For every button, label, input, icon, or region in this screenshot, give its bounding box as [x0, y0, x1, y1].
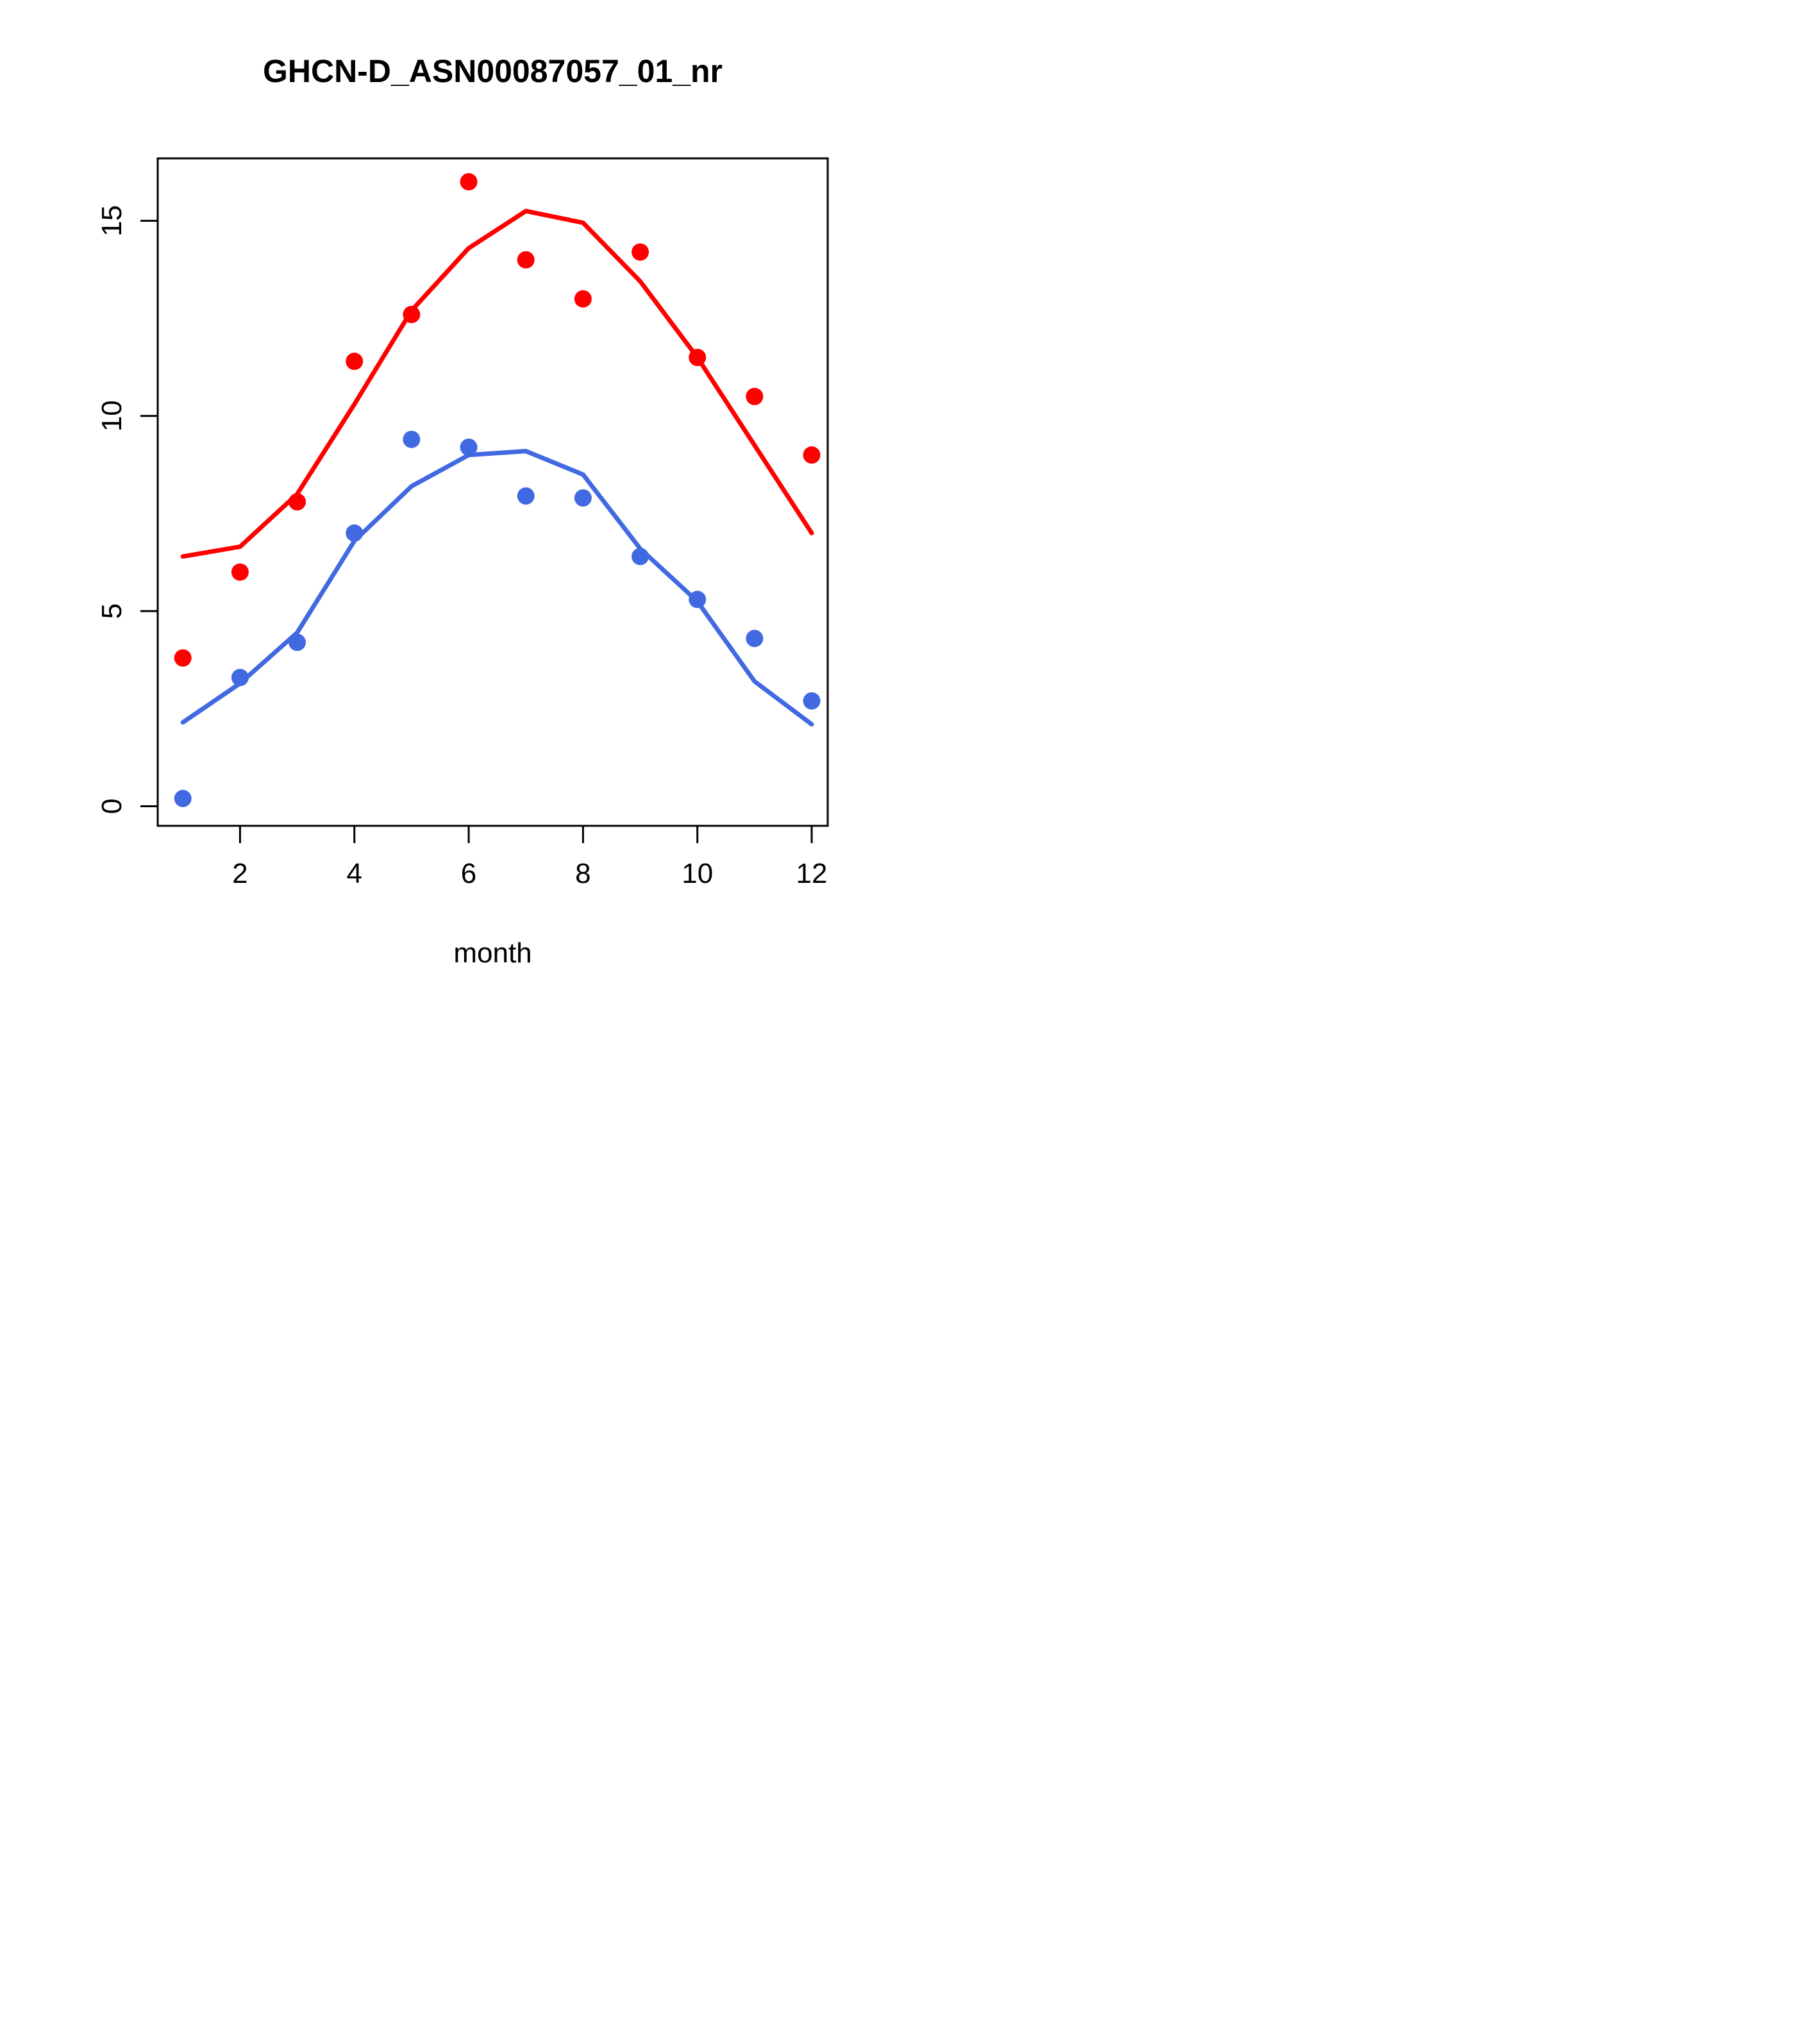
y-tick-label: 0 — [96, 798, 128, 814]
blue-monthly-point — [289, 633, 306, 651]
red-monthly-point — [174, 649, 192, 667]
red-monthly-point — [231, 563, 249, 581]
plot-canvas: 2 4 6 8 10 12 0 5 10 15 — [96, 157, 829, 889]
blue-monthly-point — [803, 692, 821, 710]
blue-monthly-point — [517, 487, 535, 505]
red-monthly-point — [803, 446, 821, 464]
chart-title: GHCN-D_ASN00087057_01_nr — [262, 53, 723, 89]
x-tick-label: 6 — [461, 858, 476, 889]
plot-box — [156, 157, 829, 827]
red-monthly-point — [746, 387, 764, 405]
red-monthly-point — [574, 290, 592, 308]
x-axis-title: month — [453, 937, 532, 969]
red-monthly-point — [517, 251, 535, 269]
blue-monthly-point — [346, 524, 364, 542]
x-tick-label: 4 — [346, 858, 362, 889]
blue-monthly-point — [746, 630, 764, 648]
x-tick-label: 10 — [682, 858, 713, 889]
blue-fit-line — [180, 449, 814, 727]
blue-monthly-point — [632, 548, 649, 565]
red-monthly-point — [403, 306, 421, 324]
r-plot-figure: GHCN-D_ASN00087057_01_nr 2 4 6 8 10 12 0 5 10 15 … — [0, 0, 908, 1022]
red-fit-line — [180, 208, 814, 559]
blue-monthly-point — [231, 669, 249, 687]
y-tick-label: 10 — [96, 400, 128, 431]
red-monthly-point — [289, 493, 306, 511]
y-tick-label: 5 — [96, 603, 128, 619]
blue-monthly-point — [403, 430, 421, 448]
red-monthly-point — [346, 353, 364, 371]
x-tick-label: 2 — [232, 858, 247, 889]
red-monthly-point — [460, 173, 478, 191]
red-monthly-point — [632, 243, 649, 261]
y-tick-label: 15 — [96, 205, 128, 237]
x-tick-label: 8 — [575, 858, 590, 889]
blue-monthly-point — [574, 489, 592, 507]
blue-monthly-point — [174, 789, 192, 807]
x-tick-label: 12 — [796, 858, 828, 889]
blue-monthly-point — [689, 591, 707, 608]
red-monthly-point — [689, 348, 707, 366]
blue-monthly-point — [460, 438, 478, 456]
